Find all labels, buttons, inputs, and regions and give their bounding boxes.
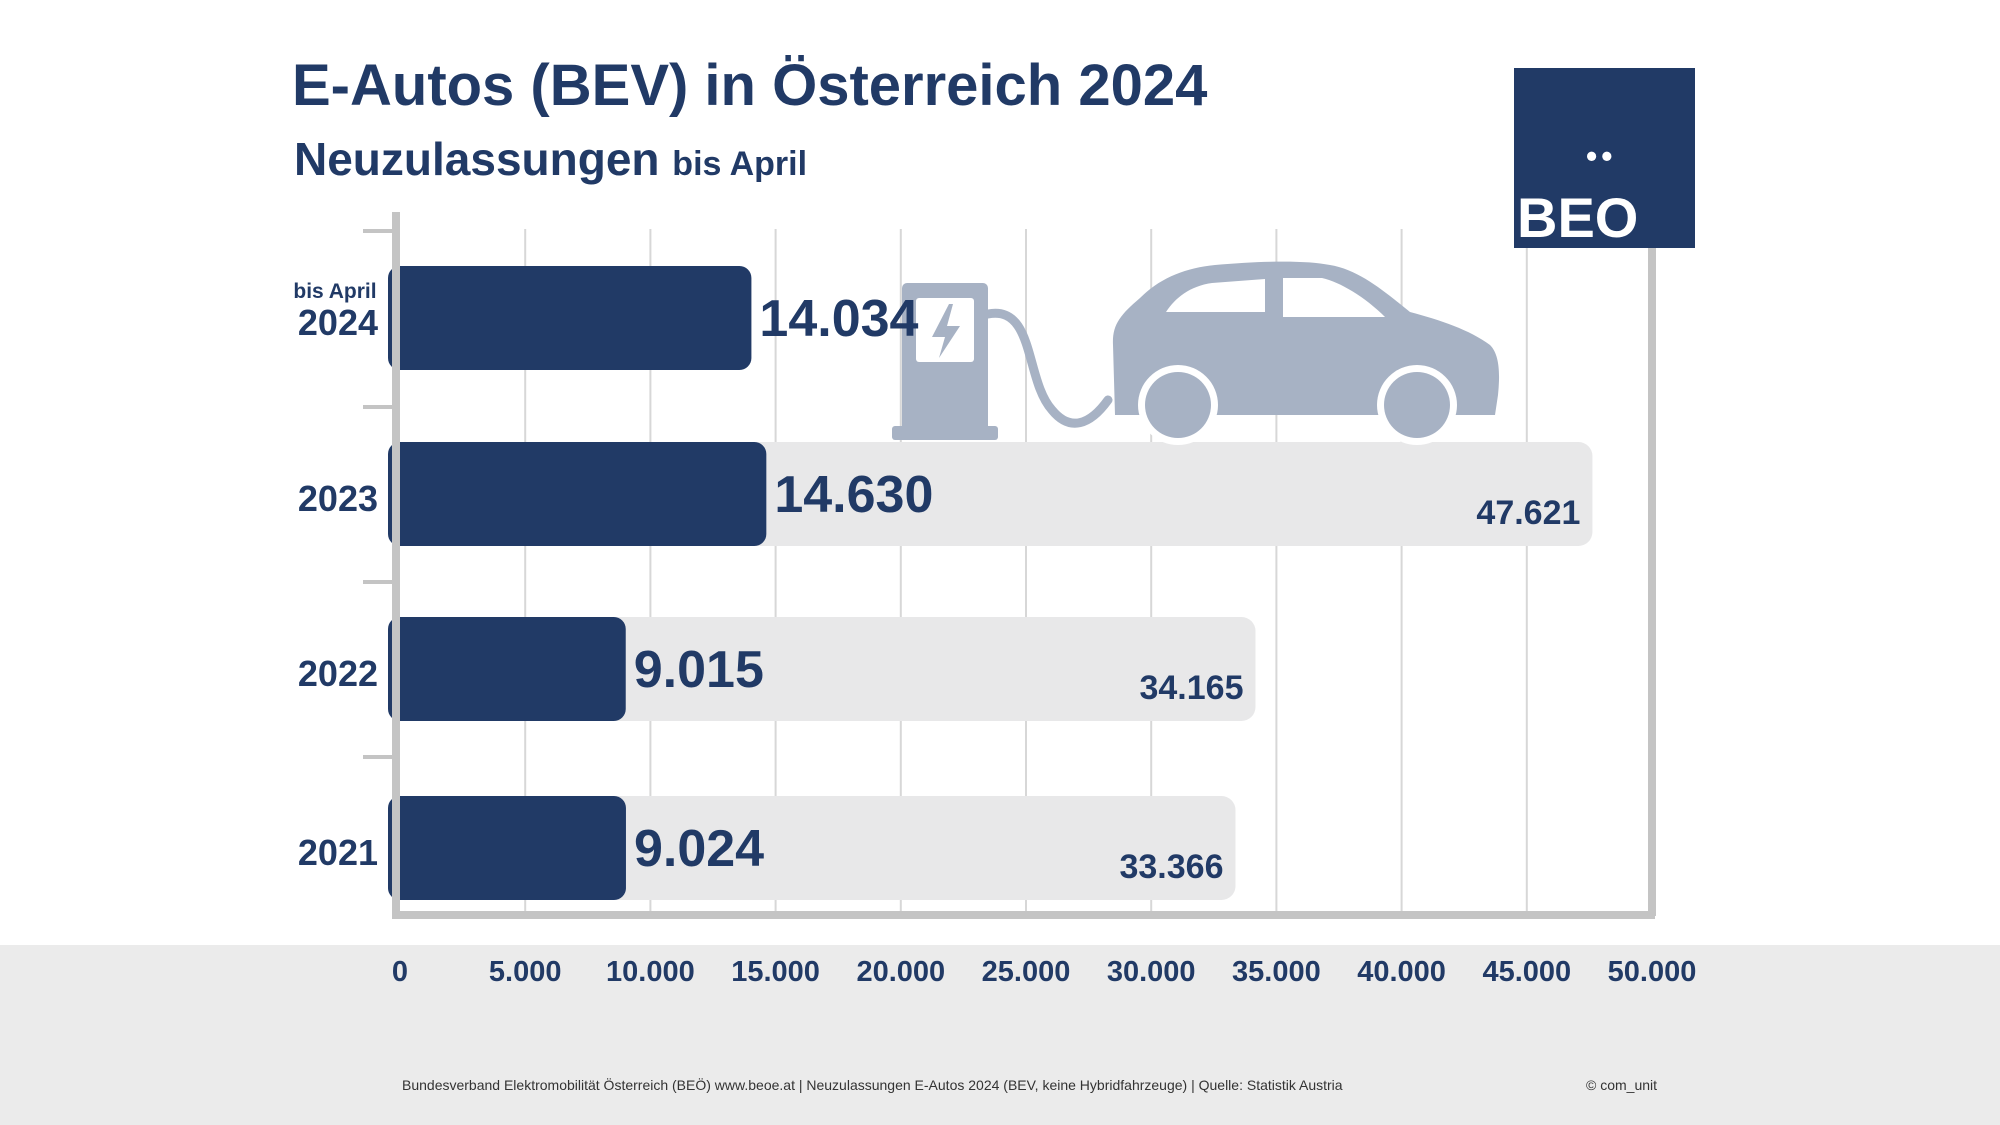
ytd-bar	[388, 442, 767, 546]
ytd-value-label: 9.015	[634, 641, 764, 699]
x-tick-label: 10.000	[606, 956, 695, 988]
total-value-label: 33.366	[1119, 848, 1223, 886]
bottom-band	[0, 945, 2000, 1125]
category-label: 2022	[298, 653, 378, 694]
x-tick-label: 50.000	[1608, 956, 1697, 988]
x-tick-label: 0	[392, 956, 408, 988]
electric-car-icon	[1112, 261, 1500, 445]
ytd-bar	[388, 796, 626, 900]
logo-dots: ••	[1586, 138, 1617, 174]
page-title: E-Autos (BEV) in Österreich 2024	[292, 53, 1208, 118]
total-value-label: 34.165	[1139, 669, 1243, 707]
x-tick-label: 25.000	[982, 956, 1071, 988]
ytd-value-label: 9.024	[634, 820, 764, 878]
x-tick-label: 15.000	[731, 956, 820, 988]
ytd-bar	[388, 617, 626, 721]
footer-source: Bundesverband Elektromobilität Österreic…	[402, 1077, 1343, 1093]
x-tick-label: 20.000	[856, 956, 945, 988]
x-tick-label: 5.000	[489, 956, 562, 988]
ytd-value-label: 14.034	[759, 290, 918, 348]
ytd-bar	[388, 266, 752, 370]
page-subtitle: Neuzulassungen bis April	[294, 132, 807, 186]
beo-logo: •• BEO	[1514, 68, 1695, 248]
x-tick-label: 40.000	[1357, 956, 1446, 988]
x-tick-label: 35.000	[1232, 956, 1321, 988]
x-tick-label: 45.000	[1482, 956, 1571, 988]
category-label: 2021	[298, 832, 378, 873]
illustration	[892, 261, 1500, 445]
total-value-label: 47.621	[1476, 494, 1580, 532]
category-label: 2023	[298, 478, 378, 519]
subtitle-period: bis April	[672, 145, 808, 183]
subtitle-main: Neuzulassungen	[294, 133, 660, 185]
footer-copyright: © com_unit	[1586, 1077, 1658, 1093]
ytd-value-label: 14.630	[774, 466, 933, 524]
category-label: 2024	[298, 302, 378, 343]
category-sublabel: bis April	[293, 280, 376, 303]
charging-station-icon	[892, 283, 1113, 440]
logo-text: BEO	[1517, 186, 1639, 249]
x-tick-label: 30.000	[1107, 956, 1196, 988]
